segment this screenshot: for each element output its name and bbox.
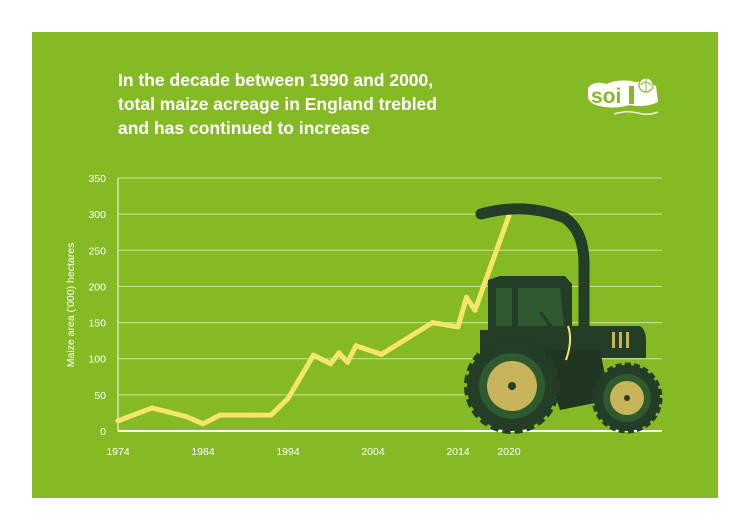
svg-text:soi: soi — [591, 85, 621, 108]
data-point — [268, 412, 274, 418]
y-axis-label: Maize area ('000) hectares — [65, 243, 77, 368]
data-point — [311, 352, 316, 358]
x-tick-label: 2014 — [446, 446, 470, 458]
data-point — [183, 414, 189, 420]
data-point — [481, 283, 486, 289]
data-point — [472, 307, 478, 313]
y-tick-label: 300 — [88, 209, 106, 221]
y-tick-label: 200 — [88, 281, 106, 293]
data-point — [455, 324, 461, 330]
data-point — [115, 418, 121, 424]
data-point — [200, 421, 206, 427]
data-point — [379, 351, 384, 357]
data-point — [430, 320, 435, 326]
data-point — [404, 335, 410, 341]
data-point — [251, 412, 257, 418]
data-points — [115, 213, 512, 427]
maize-area-line — [115, 213, 512, 427]
y-tick-label: 150 — [88, 318, 106, 330]
title-line-3: and has continued to increase — [118, 118, 370, 138]
x-tick-label: 2004 — [361, 446, 385, 458]
y-tick-label: 0 — [100, 426, 106, 438]
x-axis-ticks: 1974 1984 1994 2004 2014 2020 — [106, 446, 521, 458]
tractor-icon — [464, 203, 663, 434]
data-point — [353, 343, 359, 349]
y-tick-label: 50 — [94, 390, 106, 402]
data-point — [217, 412, 223, 418]
soil-association-logo: soi — [588, 77, 659, 115]
data-point — [328, 361, 333, 367]
chart-title: In the decade between 1990 and 2000, tot… — [118, 68, 498, 140]
x-tick-label: 1974 — [106, 446, 130, 458]
title-line-2: total maize acreage in England trebled — [118, 94, 437, 114]
data-point — [336, 350, 342, 356]
data-point — [464, 294, 469, 300]
title-line-1: In the decade between 1990 and 2000, — [118, 70, 434, 90]
data-point — [149, 405, 155, 411]
data-point — [285, 395, 291, 401]
x-tick-label: 2020 — [497, 446, 521, 458]
data-point — [345, 359, 350, 365]
y-tick-label: 350 — [88, 173, 106, 185]
x-tick-label: 1994 — [276, 446, 300, 458]
y-tick-label: 250 — [88, 245, 106, 257]
x-tick-label: 1984 — [191, 446, 215, 458]
y-axis-ticks: 0 50 100 150 200 250 300 350 — [88, 173, 106, 438]
y-tick-label: 100 — [88, 354, 106, 366]
